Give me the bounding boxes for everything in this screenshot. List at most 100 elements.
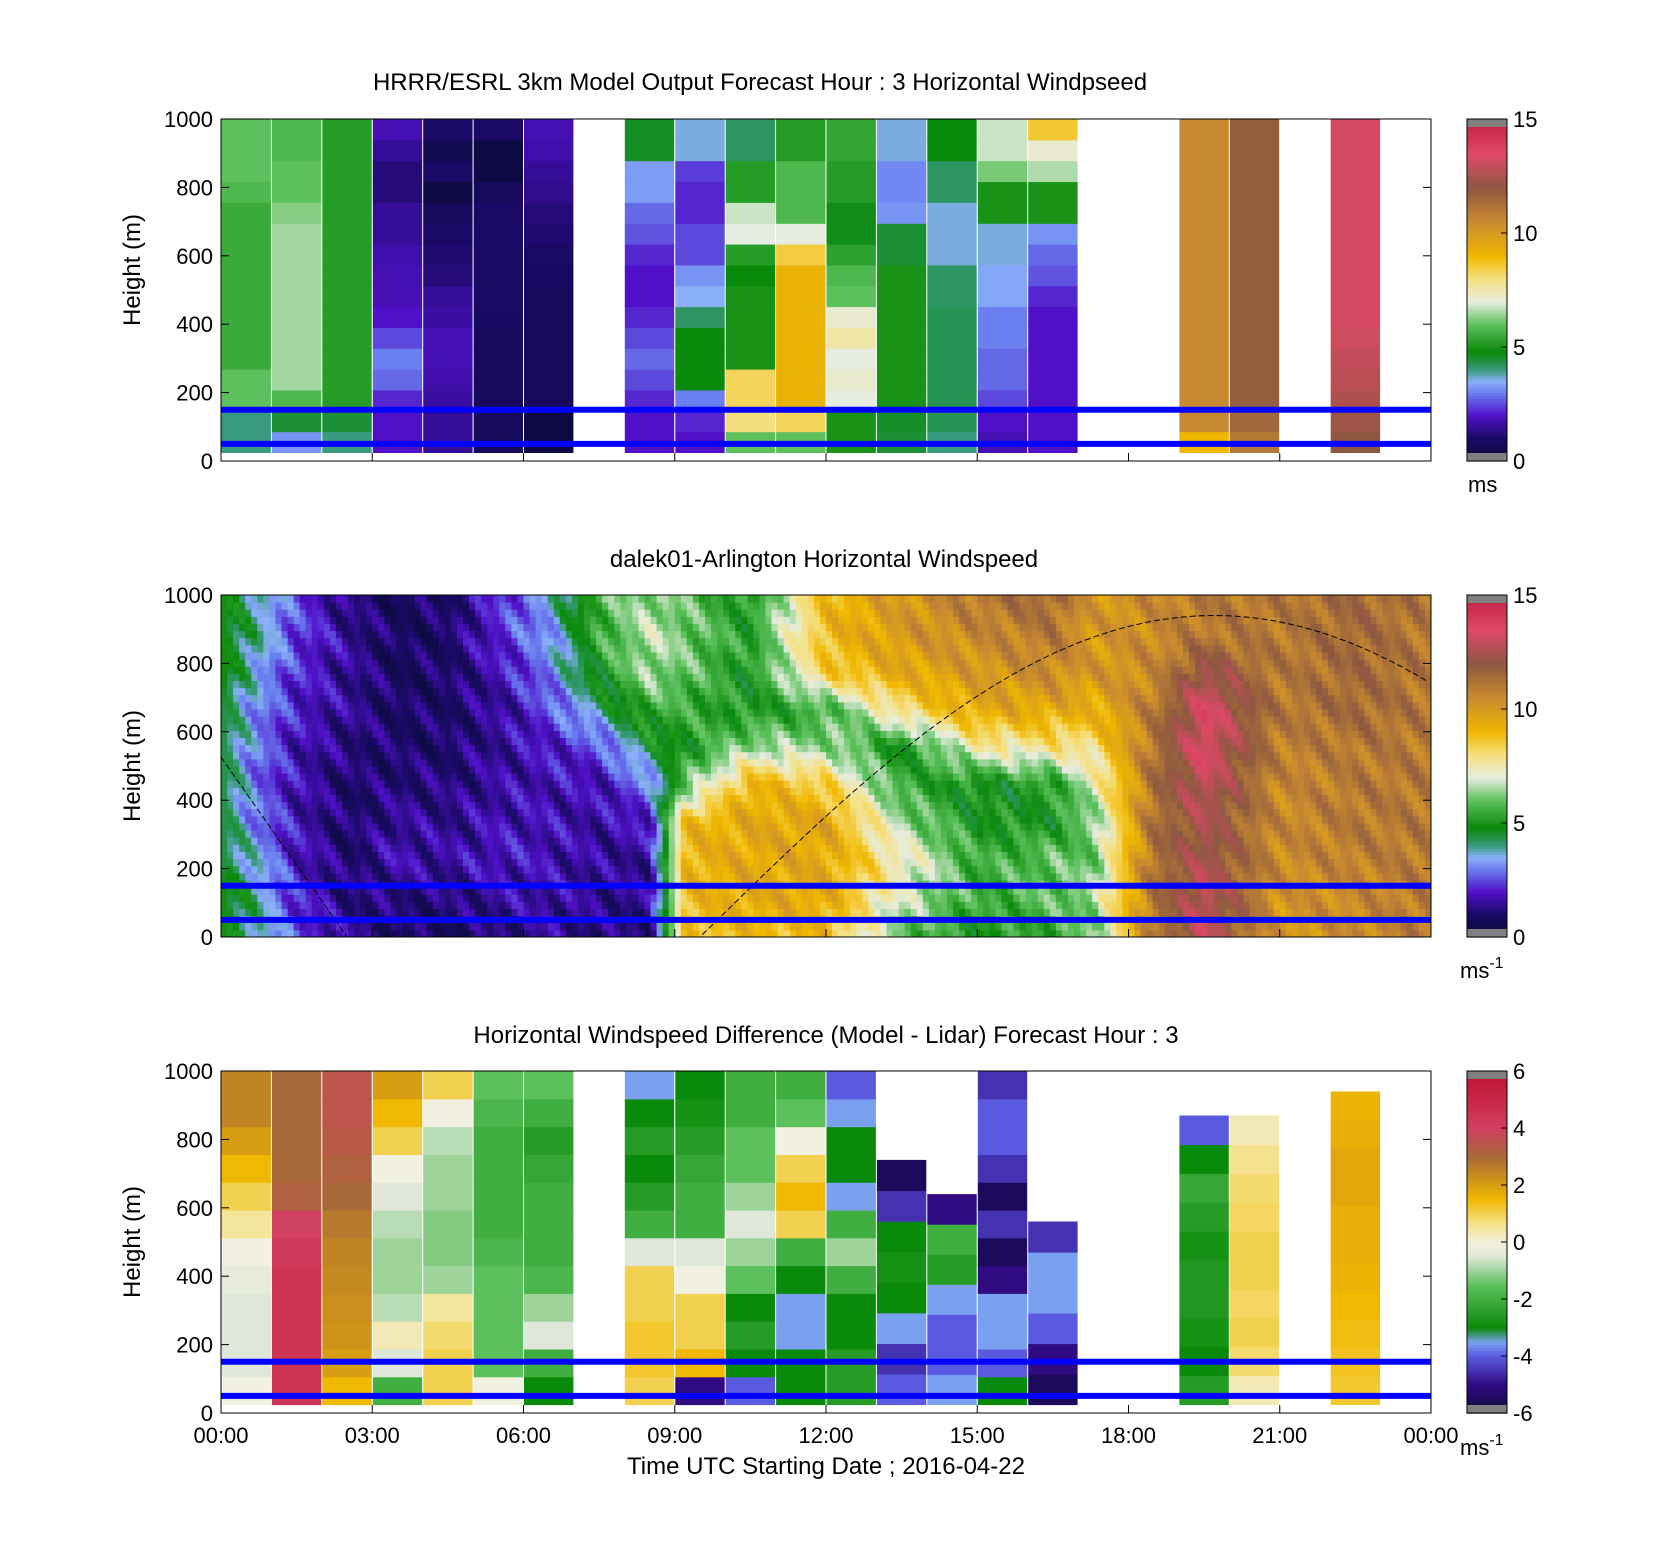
heatmap-cell	[473, 285, 523, 308]
heatmap-cell	[553, 716, 561, 724]
heatmap-cell	[239, 787, 246, 795]
heatmap-cell	[735, 766, 742, 774]
heatmap-cell	[493, 787, 500, 795]
heatmap-cell	[414, 922, 422, 931]
heatmap-cell	[590, 701, 597, 710]
heatmap-cell	[735, 894, 742, 902]
heatmap-cell	[602, 730, 609, 738]
heatmap-cell	[529, 630, 536, 639]
heatmap-cell	[390, 602, 397, 610]
heatmap-cell	[765, 773, 772, 781]
heatmap-cell	[1179, 119, 1229, 141]
heatmap-cell	[372, 815, 379, 824]
heatmap-cell	[656, 801, 664, 810]
heatmap-cell	[420, 837, 428, 845]
heatmap-cell	[717, 865, 724, 874]
heatmap-cell	[257, 694, 264, 703]
heatmap-cell	[317, 709, 325, 717]
heatmap-cell	[608, 858, 615, 867]
heatmap-cell	[620, 623, 627, 632]
heatmap-cell	[553, 751, 561, 760]
heatmap-cell	[711, 929, 718, 938]
heatmap-cell	[384, 865, 391, 874]
heatmap-cell	[269, 595, 276, 603]
heatmap-cell	[735, 730, 742, 738]
heatmap-cell	[245, 815, 252, 824]
heatmap-cell	[354, 837, 361, 845]
heatmap-cell	[717, 851, 724, 860]
heatmap-cell	[426, 780, 434, 788]
heatmap-cell	[717, 830, 724, 838]
heatmap-cell	[360, 723, 367, 731]
heatmap-cell	[469, 815, 476, 824]
heatmap-cell	[499, 894, 506, 902]
heatmap-cell	[1330, 244, 1381, 266]
heatmap-cell	[741, 730, 748, 738]
model-panel-title: HRRR/ESRL 3km Model Output Forecast Hour…	[373, 69, 1147, 96]
heatmap-cell	[372, 202, 423, 224]
heatmap-cell	[456, 773, 464, 781]
heatmap-cell	[414, 929, 422, 938]
heatmap-cell	[735, 787, 742, 795]
heatmap-cell	[608, 787, 615, 795]
colorbar-tick-label: 15	[1513, 107, 1537, 132]
heatmap-cell	[263, 844, 270, 852]
heatmap-cell	[723, 837, 730, 845]
heatmap-cell	[735, 716, 742, 724]
heatmap-cell	[475, 801, 482, 810]
heatmap-cell	[596, 908, 603, 917]
heatmap-cell	[493, 666, 500, 674]
heatmap-cell	[650, 687, 657, 696]
heatmap-cell	[535, 766, 543, 774]
heatmap-cell	[753, 851, 760, 860]
heatmap-cell	[293, 751, 301, 760]
heatmap-cell	[299, 652, 307, 660]
heatmap-cell	[420, 659, 428, 667]
heatmap-cell	[227, 673, 234, 681]
heatmap-cell	[747, 687, 754, 696]
heatmap-cell	[553, 623, 561, 632]
heatmap-cell	[753, 922, 760, 931]
heatmap-cell	[541, 595, 549, 603]
heatmap-cell	[578, 858, 585, 867]
heatmap-cell	[342, 922, 349, 931]
heatmap-cell	[293, 815, 301, 824]
heatmap-cell	[299, 730, 307, 738]
heatmap-cell	[402, 894, 409, 902]
heatmap-cell	[287, 894, 295, 902]
heatmap-cell	[287, 716, 295, 724]
heatmap-cell	[511, 837, 518, 845]
heatmap-cell	[257, 602, 264, 610]
heatmap-cell	[281, 851, 288, 860]
heatmap-cell	[245, 801, 252, 810]
heatmap-cell	[638, 808, 645, 817]
heatmap-cell	[729, 751, 736, 760]
heatmap-cell	[650, 787, 657, 795]
heatmap-cell	[759, 858, 766, 867]
heatmap-cell	[221, 644, 228, 653]
heatmap-cell	[741, 837, 748, 845]
heatmap-cell	[771, 808, 778, 817]
heatmap-cell	[692, 709, 700, 717]
heatmap-cell	[777, 787, 785, 795]
heatmap-cell	[547, 815, 555, 824]
heatmap-cell	[753, 894, 760, 902]
heatmap-cell	[329, 787, 337, 795]
heatmap-cell	[680, 758, 688, 767]
heatmap-cell	[299, 659, 307, 667]
heatmap-cell	[493, 865, 500, 874]
heatmap-cell	[602, 801, 609, 810]
heatmap-cell	[614, 773, 621, 781]
heatmap-cell	[650, 865, 657, 874]
heatmap-cell	[590, 844, 597, 852]
heatmap-cell	[317, 794, 325, 803]
heatmap-cell	[559, 773, 567, 781]
heatmap-cell	[565, 595, 573, 603]
heatmap-cell	[571, 865, 579, 874]
heatmap-cell	[578, 595, 585, 603]
heatmap-cell	[632, 616, 639, 624]
heatmap-cell	[559, 887, 567, 895]
heatmap-cell	[723, 659, 730, 667]
heatmap-cell	[335, 929, 343, 938]
heatmap-cell	[505, 758, 512, 767]
